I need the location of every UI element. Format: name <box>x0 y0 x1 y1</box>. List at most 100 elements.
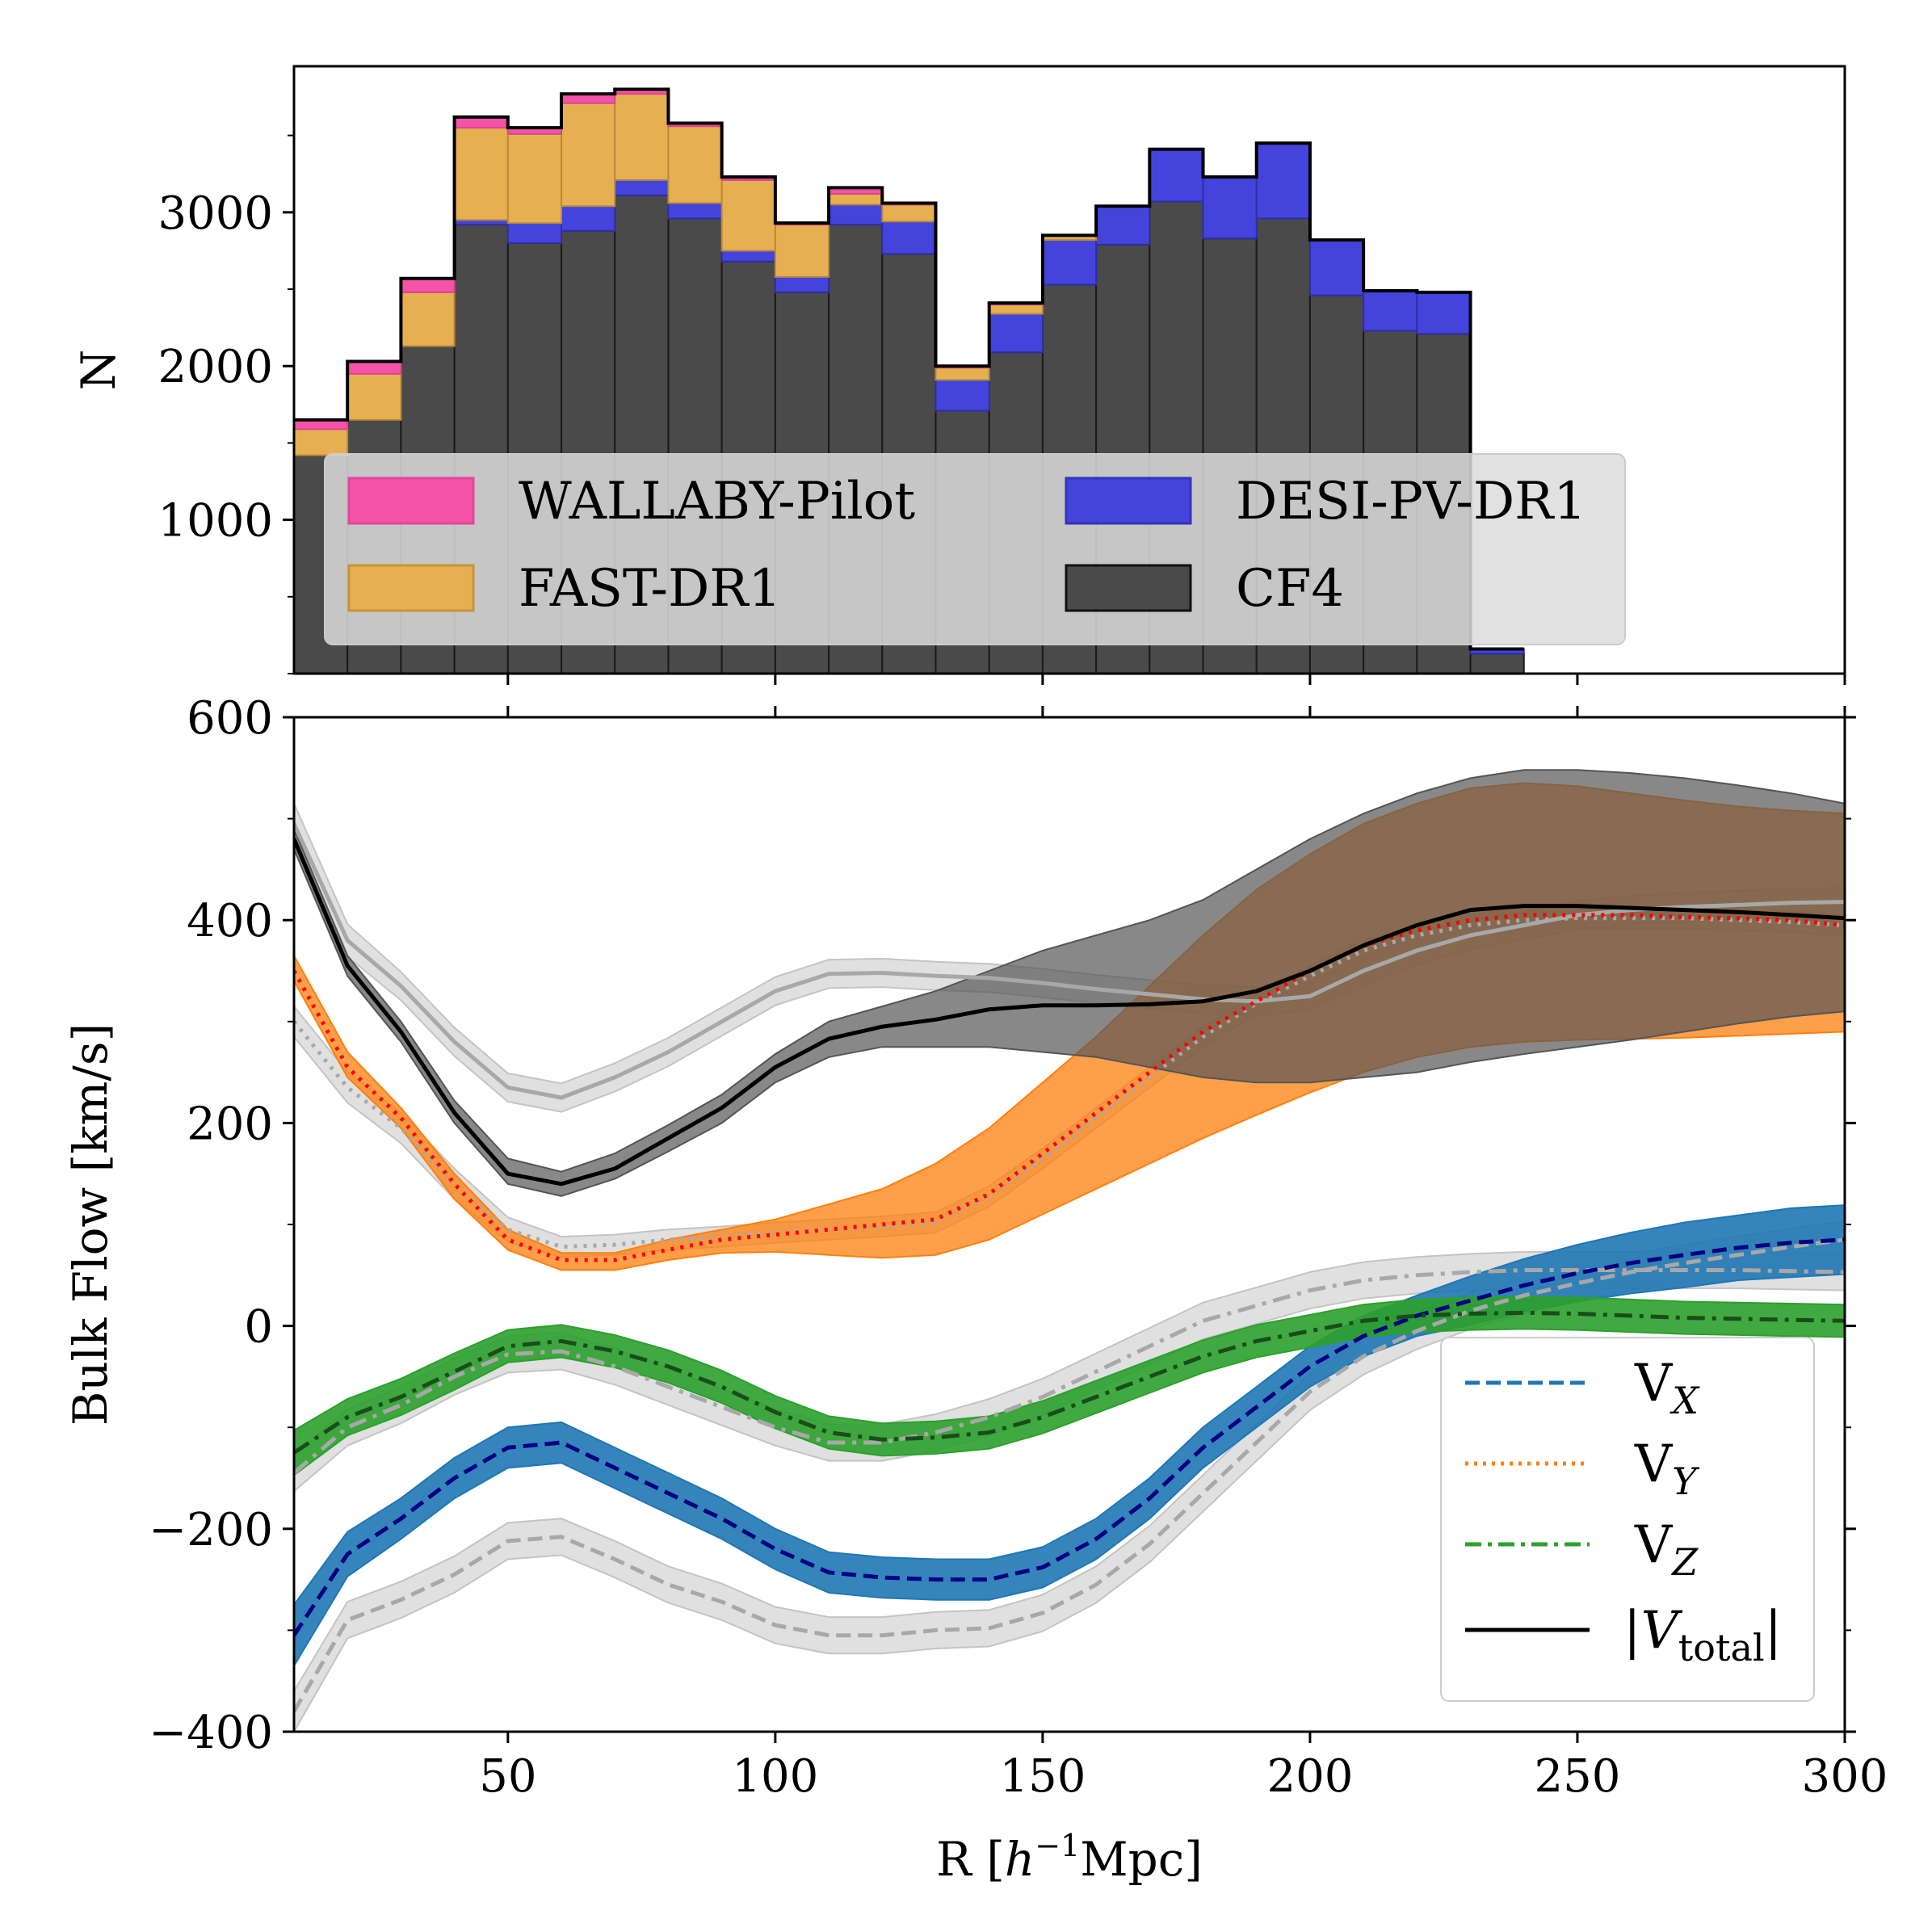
bar-desi-pv-dr1-6 <box>614 178 670 196</box>
bulk-flow-y-tick-label-2: 0 <box>244 1301 273 1354</box>
bulk-flow-x-tick-label-100: 100 <box>732 1750 818 1803</box>
histogram-total-outline <box>294 87 1524 651</box>
bar-fast-dr1-6 <box>614 93 670 181</box>
bulk-flow-y-tick-label-3: 200 <box>187 1098 273 1150</box>
legend-swatch-wallaby <box>347 477 475 525</box>
bar-wallaby-pilot-1 <box>346 360 402 375</box>
bar-desi-pv-dr1-8 <box>720 250 776 262</box>
bulk-flow-x-tick-label-300: 300 <box>1802 1750 1888 1803</box>
bulk-flow-legend-box <box>1440 1337 1815 1702</box>
legend-label-vz: VZ <box>1634 1515 1699 1584</box>
bulk-flow-y-tick-label-1: −200 <box>149 1504 273 1556</box>
bar-fast-dr1-3 <box>453 127 509 221</box>
legend-vtotal-post: | <box>1765 1601 1783 1661</box>
line-v-x <box>294 1237 1845 1637</box>
histogram-y-tick-label-3000: 3000 <box>158 187 273 240</box>
bulk-flow-x-tick-label-250: 250 <box>1535 1750 1621 1803</box>
band-v-z <box>294 1296 1845 1476</box>
bar-wallaby-pilot-2 <box>400 277 456 293</box>
bulk-flow-y-tick-label-0: −400 <box>149 1707 273 1759</box>
bar-fast-dr1-9 <box>774 224 830 278</box>
legend-vx-sub: X <box>1670 1379 1700 1422</box>
bar-fast-dr1-8 <box>720 178 776 252</box>
bulk-flow-y-label: Bulk Flow [km/s] <box>63 1023 118 1426</box>
bar-fast-dr1-1 <box>346 372 402 421</box>
x-label-h: h <box>1005 1832 1035 1887</box>
histogram-legend: WALLABY-Pilot DESI-PV-DR1 FAST-DR1 CF4 <box>324 453 1626 645</box>
bar-desi-pv-dr1-11 <box>881 220 937 255</box>
histogram-legend-box <box>324 453 1626 645</box>
bulk-flow-panel: −400 −200 0 200 400 600 50 100 150 200 250 300 Bul… <box>63 692 1888 1887</box>
bar-desi-pv-dr1-5 <box>561 205 616 232</box>
bar-fast-dr1-0 <box>293 428 349 456</box>
histogram-y-tick-label-1000: 1000 <box>158 495 273 548</box>
line-v-y <box>294 913 1845 1262</box>
legend-label-vy: VY <box>1634 1434 1700 1503</box>
histogram-x-ticks <box>506 674 1846 685</box>
legend-vz-base: V <box>1634 1515 1674 1575</box>
legend-vy-base: V <box>1634 1434 1674 1494</box>
bulk-flow-x-tick-label-50: 50 <box>479 1750 536 1803</box>
legend-label-cf4: CF4 <box>1236 559 1344 619</box>
line-v-total-reference <box>294 822 1845 1100</box>
legend-vy-sub: Y <box>1672 1460 1700 1503</box>
bar-desi-pv-dr1-7 <box>667 202 723 220</box>
bulk-flow-y-axis: −400 −200 0 200 400 600 <box>149 692 1856 1759</box>
band-v-x-reference <box>294 1220 1845 1732</box>
legend-vx-base: V <box>1634 1354 1674 1413</box>
x-label-prefix: R [ <box>936 1832 1005 1887</box>
bulk-flow-x-tick-label-200: 200 <box>1266 1750 1353 1803</box>
bulk-flow-x-axis: 50 100 150 200 250 300 <box>479 706 1888 1803</box>
bulk-flow-y-tick-label-4: 400 <box>187 895 273 947</box>
bar-desi-pv-dr1-9 <box>774 275 830 293</box>
bar-desi-pv-dr1-12 <box>934 379 990 412</box>
legend-swatch-desi <box>1065 477 1192 525</box>
bar-desi-pv-dr1-21 <box>1416 291 1472 335</box>
bar-fast-dr1-11 <box>881 204 937 223</box>
bar-fast-dr1-2 <box>400 291 456 347</box>
legend-vz-sub: Z <box>1670 1540 1699 1584</box>
bar-desi-pv-dr1-14 <box>1041 239 1098 286</box>
bar-cf4-22 <box>1469 653 1525 674</box>
line-v-total <box>294 838 1845 1186</box>
legend-label-vtotal: |Vtotal| <box>1623 1601 1782 1670</box>
bar-fast-dr1-4 <box>506 132 563 225</box>
bar-fast-dr1-10 <box>828 193 884 206</box>
bar-desi-pv-dr1-18 <box>1255 142 1311 220</box>
bar-fast-dr1-12 <box>934 367 990 381</box>
band-v-total <box>294 769 1845 1197</box>
legend-label-wallaby: WALLABY-Pilot <box>519 472 915 531</box>
bar-desi-pv-dr1-10 <box>828 204 884 226</box>
bar-fast-dr1-13 <box>988 304 1044 315</box>
line-v-y-reference <box>294 916 1845 1250</box>
histogram-y-label: N <box>71 350 126 391</box>
legend-label-desi: DESI-PV-DR1 <box>1236 472 1586 531</box>
histogram-frame <box>292 65 1846 675</box>
bar-desi-pv-dr1-15 <box>1095 205 1151 246</box>
legend-label-fast: FAST-DR1 <box>519 559 781 619</box>
bar-desi-pv-dr1-20 <box>1363 289 1418 332</box>
bulk-flow-series <box>294 769 1845 1732</box>
bulk-flow-y-tick-label-5: 600 <box>187 692 273 745</box>
legend-vtotal-sub: total <box>1678 1626 1765 1670</box>
histogram-panel: 1000 2000 3000 N WALLABY-Pilot DESI-PV-DR1… <box>71 65 1846 685</box>
bulk-flow-x-label: R [h−1Mpc] <box>936 1828 1203 1887</box>
line-v-x-reference <box>294 1237 1845 1713</box>
legend-vtotal-base: |V <box>1623 1601 1683 1661</box>
x-label-exponent: −1 <box>1035 1828 1080 1863</box>
bar-desi-pv-dr1-13 <box>988 313 1044 354</box>
bulk-flow-frame <box>292 716 1846 1733</box>
bar-desi-pv-dr1-17 <box>1202 176 1258 240</box>
histogram-y-tick-label-2000: 2000 <box>158 341 273 393</box>
bar-desi-pv-dr1-16 <box>1149 148 1204 203</box>
bar-fast-dr1-5 <box>561 102 616 208</box>
bar-fast-dr1-7 <box>667 125 723 204</box>
bulk-flow-x-tick-label-150: 150 <box>999 1750 1086 1803</box>
legend-swatch-fast <box>347 564 475 612</box>
bulk-flow-legend: VX VY VZ |Vtotal| <box>1440 1337 1815 1702</box>
legend-swatch-cf4 <box>1065 564 1192 612</box>
band-v-total-reference <box>294 803 1845 1113</box>
bar-desi-pv-dr1-4 <box>506 222 563 244</box>
line-v-z <box>294 1310 1845 1455</box>
